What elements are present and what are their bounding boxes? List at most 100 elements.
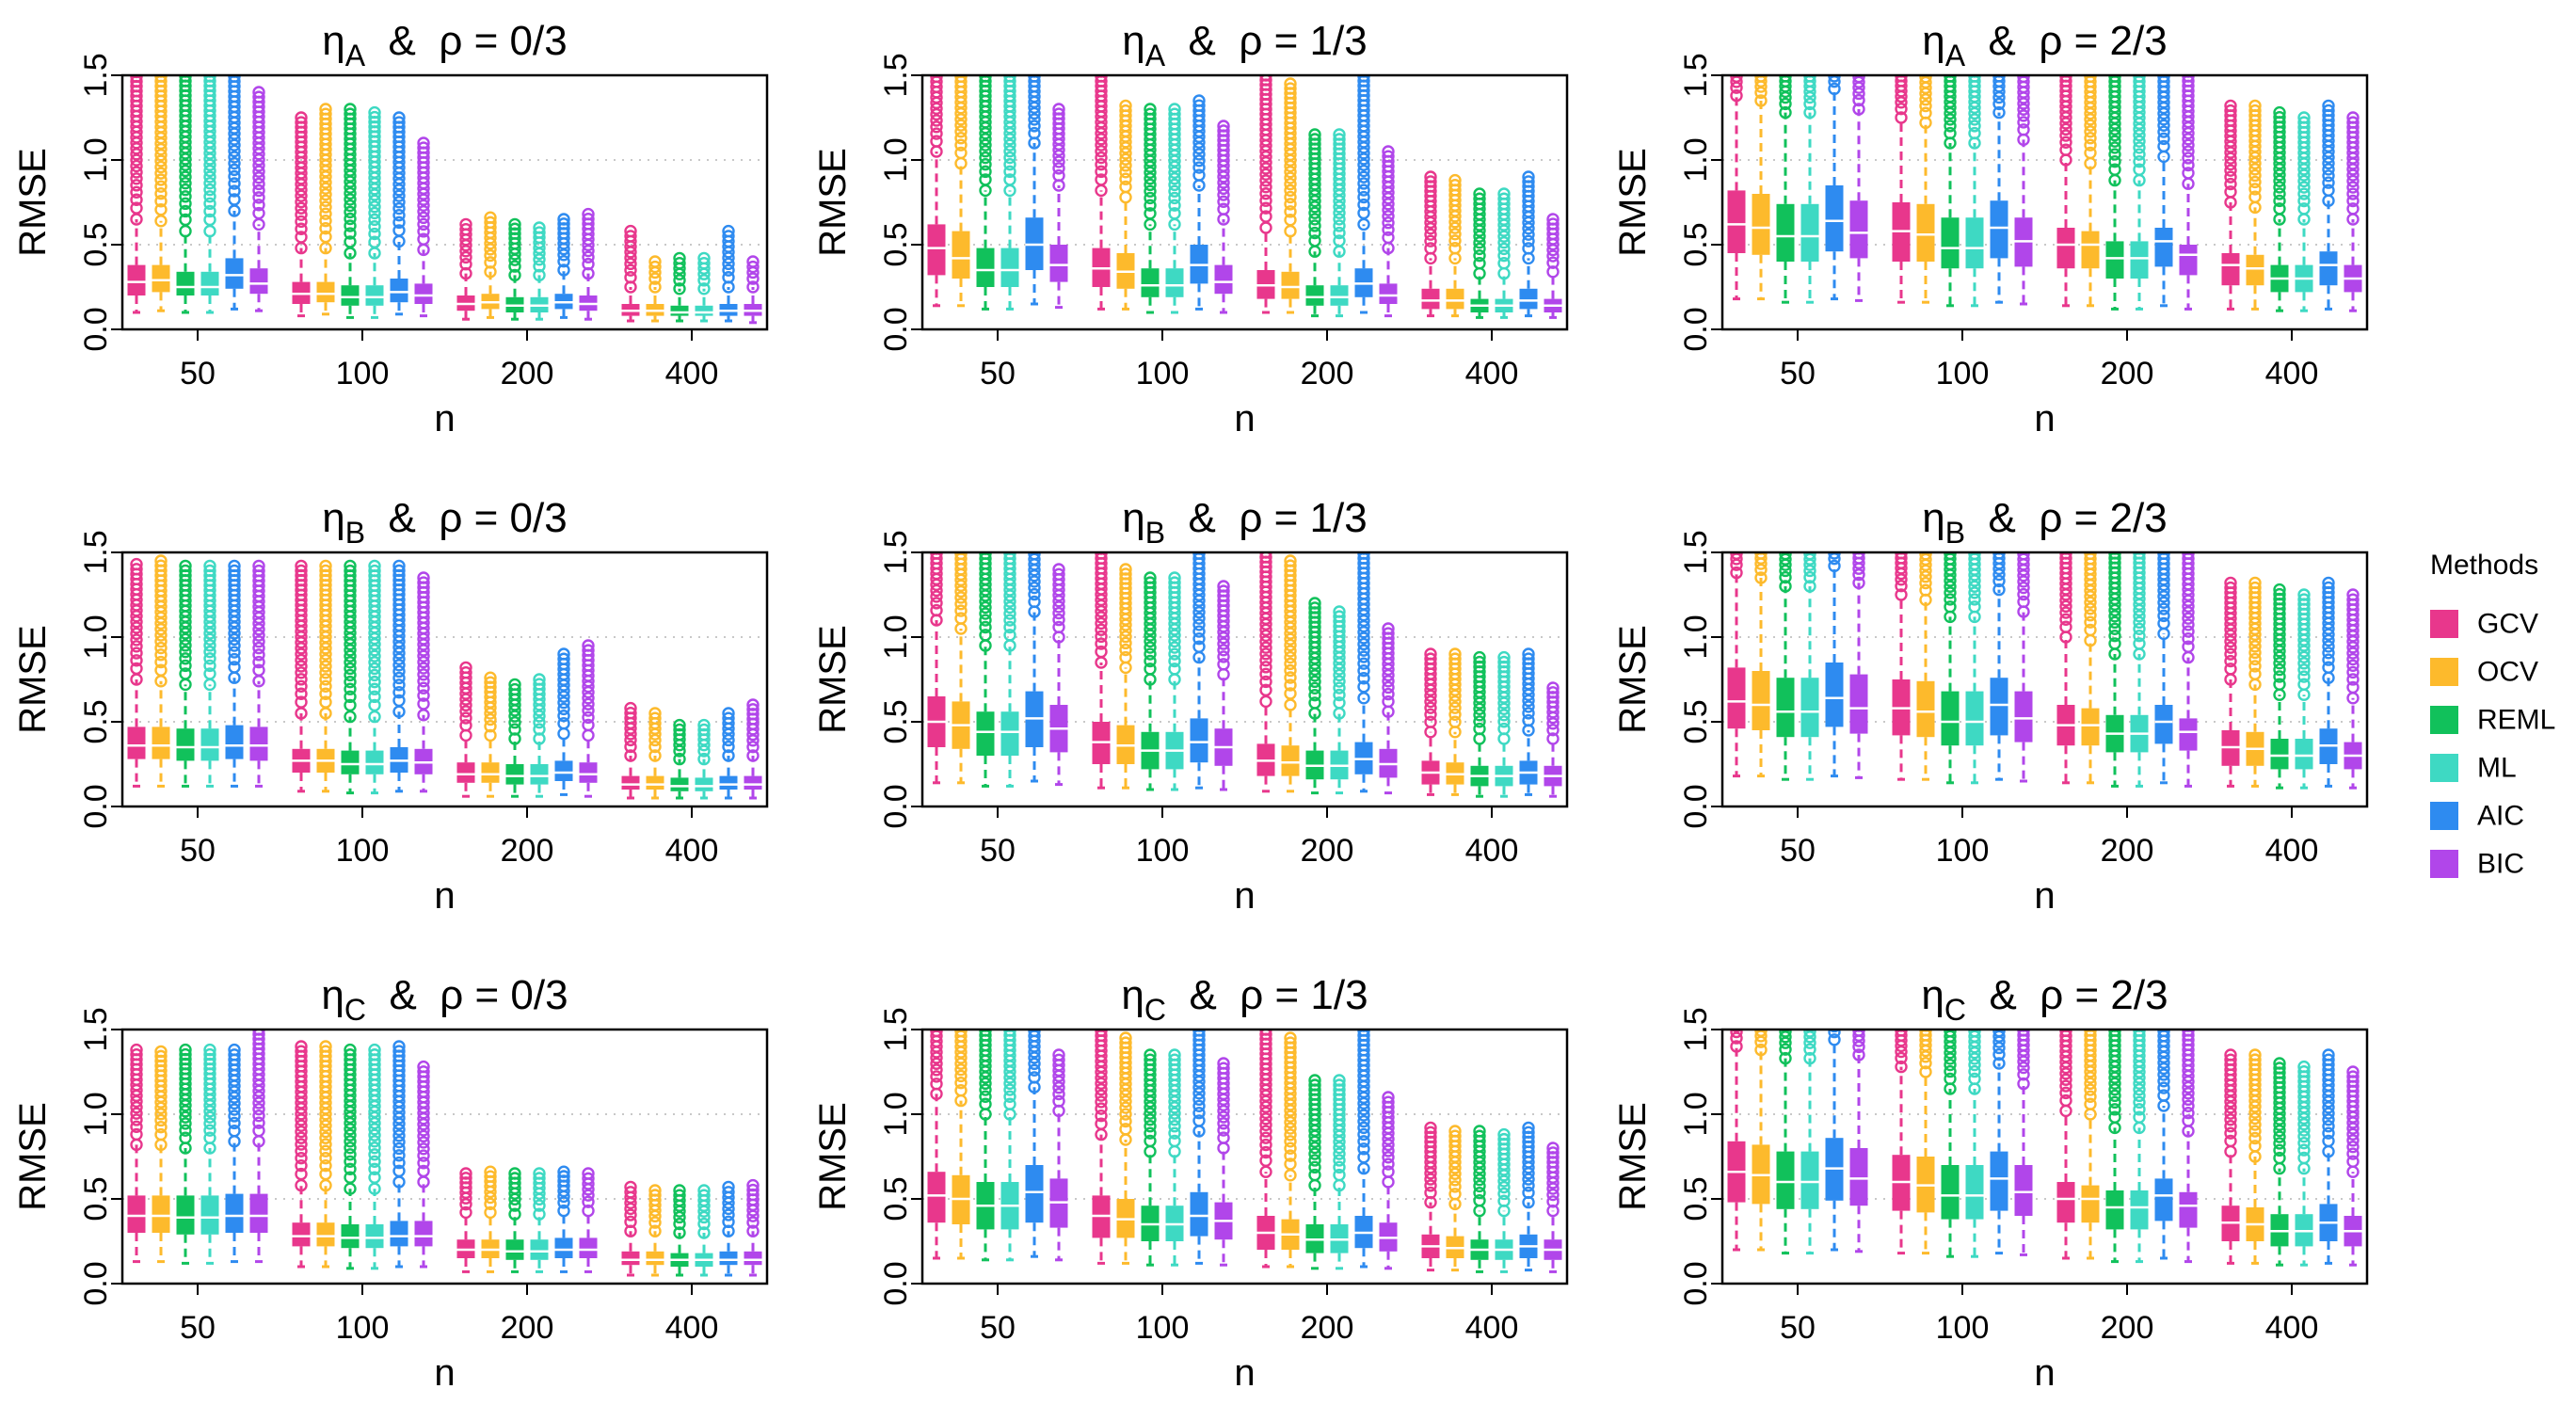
outlier-point (2017, 103, 2030, 116)
outlier-point (459, 1197, 472, 1211)
outlier-point (1424, 715, 1437, 728)
outlier-point (1804, 75, 1816, 78)
outlier-point (295, 111, 308, 124)
outlier-point (417, 689, 430, 702)
outlier-point (203, 1110, 216, 1124)
outlier-point (344, 675, 357, 689)
outlier-point (154, 622, 168, 636)
outlier-point (295, 116, 308, 129)
outlier-point (1944, 600, 1957, 614)
box-body (414, 1221, 433, 1247)
outlier-point (1497, 1132, 1511, 1146)
outlier-point (154, 154, 168, 168)
outlier-point (956, 539, 967, 550)
box-body (481, 762, 500, 783)
box-aic-n200 (1354, 1030, 1373, 1269)
outlier-point (2017, 75, 2030, 84)
box-ml-n400 (2295, 111, 2313, 312)
outlier-point (2248, 667, 2262, 680)
outlier-point (1852, 576, 1865, 590)
outlier-point (417, 1142, 430, 1156)
outlier-point (1217, 188, 1230, 201)
box-aic-n50 (225, 1043, 244, 1264)
outlier-point (392, 208, 406, 222)
outlier-point (2297, 1065, 2311, 1078)
outlier-point (2248, 183, 2262, 196)
outlier-point (1052, 103, 1065, 116)
outlier-point (1497, 192, 1511, 205)
outlier-point (1284, 165, 1297, 179)
outlier-point (1144, 1126, 1157, 1140)
outlier-point (1095, 1030, 1108, 1037)
outlier-point (697, 752, 711, 766)
box-reml-n400 (1470, 187, 1489, 319)
box-body (2179, 718, 2198, 751)
outlier-point (295, 647, 308, 661)
box-gcv-n50 (927, 1030, 946, 1260)
outlier-point (392, 1045, 406, 1058)
outlier-point (582, 704, 595, 717)
outlier-point (1522, 175, 1535, 188)
outlier-point (203, 158, 216, 171)
outlier-point (417, 217, 430, 232)
outlier-point (1357, 631, 1370, 645)
outlier-point (673, 723, 686, 737)
outlier-point (2182, 612, 2195, 625)
outlier-point (252, 184, 265, 198)
y-tick-label: 1.5 (1678, 53, 1714, 97)
outlier-point (2157, 616, 2170, 631)
outlier-point (459, 661, 472, 675)
box-body (1421, 288, 1440, 310)
box-body (2081, 708, 2100, 746)
outlier-point (2084, 132, 2097, 145)
box-reml-n50 (976, 1030, 995, 1262)
outlier-point (508, 1207, 521, 1221)
boxes (127, 1030, 762, 1277)
outlier-point (179, 1047, 192, 1062)
outlier-point (484, 211, 497, 224)
box-gcv-n50 (127, 1043, 146, 1264)
outlier-point (533, 678, 546, 691)
outlier-point (1779, 1051, 1792, 1065)
outlier-point (319, 687, 332, 700)
outlier-point (954, 604, 968, 617)
outlier-point (1029, 75, 1040, 78)
outlier-point (1473, 715, 1486, 728)
box-gcv-n200 (1256, 1030, 1275, 1269)
outlier-point (2346, 187, 2360, 200)
outlier-point (1522, 242, 1535, 255)
outlier-point (1052, 1087, 1065, 1101)
box-gcv-n50 (127, 557, 146, 788)
outlier-point (722, 257, 735, 271)
outlier-point (1803, 105, 1816, 120)
outlier-point (2273, 1137, 2286, 1150)
outlier-point (1382, 203, 1395, 216)
box-body (1752, 194, 1770, 255)
outlier-point (673, 752, 686, 766)
box-bic-n400 (2344, 1065, 2362, 1267)
outlier-point (2085, 552, 2096, 555)
outlier-point (1333, 1154, 1346, 1167)
outlier-point (1730, 1040, 1743, 1053)
outlier-point (2017, 581, 2030, 595)
outlier-point (1448, 1180, 1462, 1193)
outlier-point (931, 1030, 942, 1032)
outlier-point (1382, 1091, 1395, 1104)
outlier-point (1259, 162, 1272, 175)
outlier-point (2224, 581, 2237, 595)
outlier-point (746, 703, 760, 716)
outlier-point (1828, 559, 1841, 573)
outlier-point (203, 197, 216, 211)
outlier-point (417, 232, 430, 246)
plot-frame (120, 1028, 769, 1285)
outlier-point (1119, 166, 1132, 179)
outlier-point (295, 1138, 308, 1151)
outlier-point (392, 1156, 406, 1170)
outlier-point (2157, 1089, 2170, 1102)
outlier-point (2157, 590, 2170, 603)
outlier-point (697, 256, 711, 270)
x-tick-label: 50 (1780, 1310, 1816, 1346)
outlier-point (295, 201, 308, 215)
box-aic-n50 (1025, 552, 1044, 783)
